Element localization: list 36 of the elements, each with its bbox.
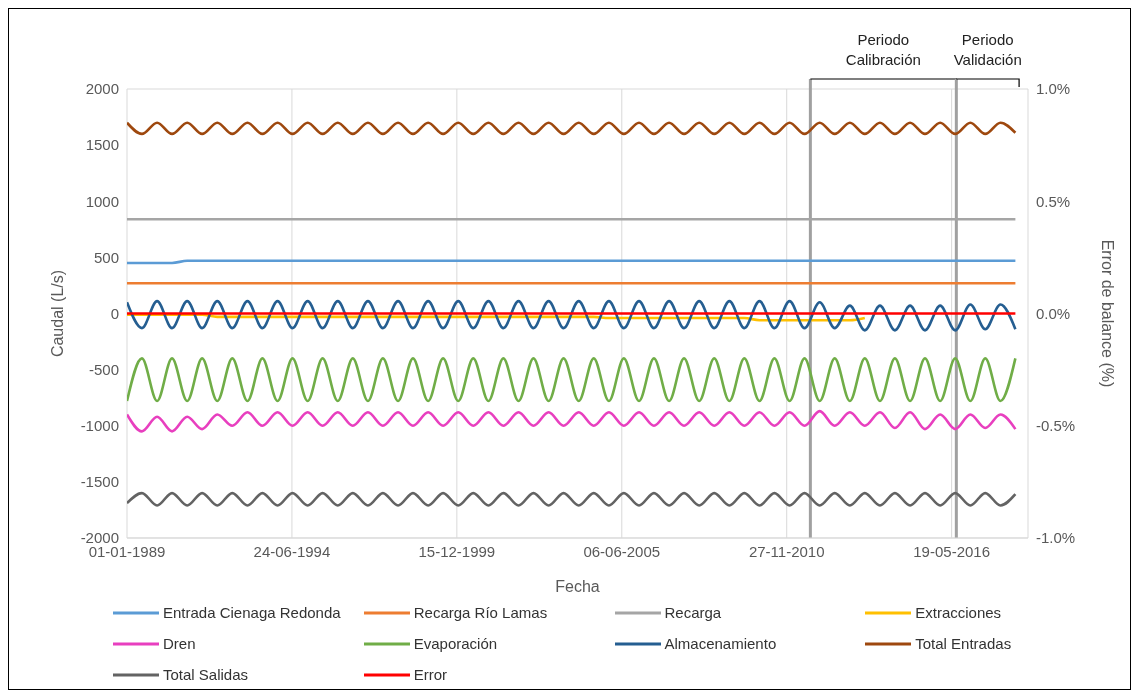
legend-label: Dren	[163, 635, 196, 652]
legend-label: Recarga Río Lamas	[413, 604, 548, 621]
legend-label: Error	[413, 666, 448, 683]
x-tick-label: 27-11-2010	[748, 542, 825, 560]
legend-label: Total Entradas	[915, 635, 1012, 652]
x-tick-label: 24-06-1994	[253, 542, 331, 560]
legend-label: Almacenamiento	[664, 635, 777, 652]
y-tick-label: -1500	[80, 473, 119, 491]
y-tick-label: -1000	[80, 417, 119, 435]
y2-tick-label: -1.0%	[1036, 529, 1076, 547]
legend-label: Evaporación	[413, 635, 498, 652]
x-tick-label: 19-05-2016	[913, 542, 991, 560]
legend-label: Total Salidas	[163, 666, 249, 683]
y2-tick-label: -0.5%	[1036, 417, 1076, 435]
y-tick-label: 1500	[85, 136, 119, 154]
y-tick-label: 0	[110, 304, 119, 322]
x-axis-title: Fecha	[555, 578, 600, 595]
y2-axis-title: Error de balance (%)	[1099, 239, 1117, 388]
y-tick-label: 500	[93, 248, 119, 266]
x-tick-label: 06-06-2005	[583, 542, 661, 560]
y-axis-title: Caudal (L/s)	[48, 269, 66, 358]
ref-line-label: Periodo Calibración	[845, 31, 921, 68]
legend-label: Extracciones	[915, 604, 1002, 621]
legend-label: Entrada Cienaga Redonda	[163, 604, 341, 621]
line-series	[127, 299, 1017, 332]
y2-tick-label: 0.5%	[1036, 192, 1071, 210]
y2-tick-label: 0.0%	[1036, 304, 1071, 322]
line-series	[127, 491, 1017, 507]
legend-label: Recarga	[664, 604, 722, 621]
ref-line-label: Periodo Validación	[953, 31, 1022, 68]
x-tick-label: 15-12-1999	[418, 542, 496, 560]
y-tick-label: 1000	[85, 192, 119, 210]
line-series	[127, 409, 1017, 433]
y-tick-label: -500	[88, 360, 119, 378]
y-tick-label: 2000	[85, 80, 119, 98]
y2-tick-label: 1.0%	[1036, 80, 1071, 98]
